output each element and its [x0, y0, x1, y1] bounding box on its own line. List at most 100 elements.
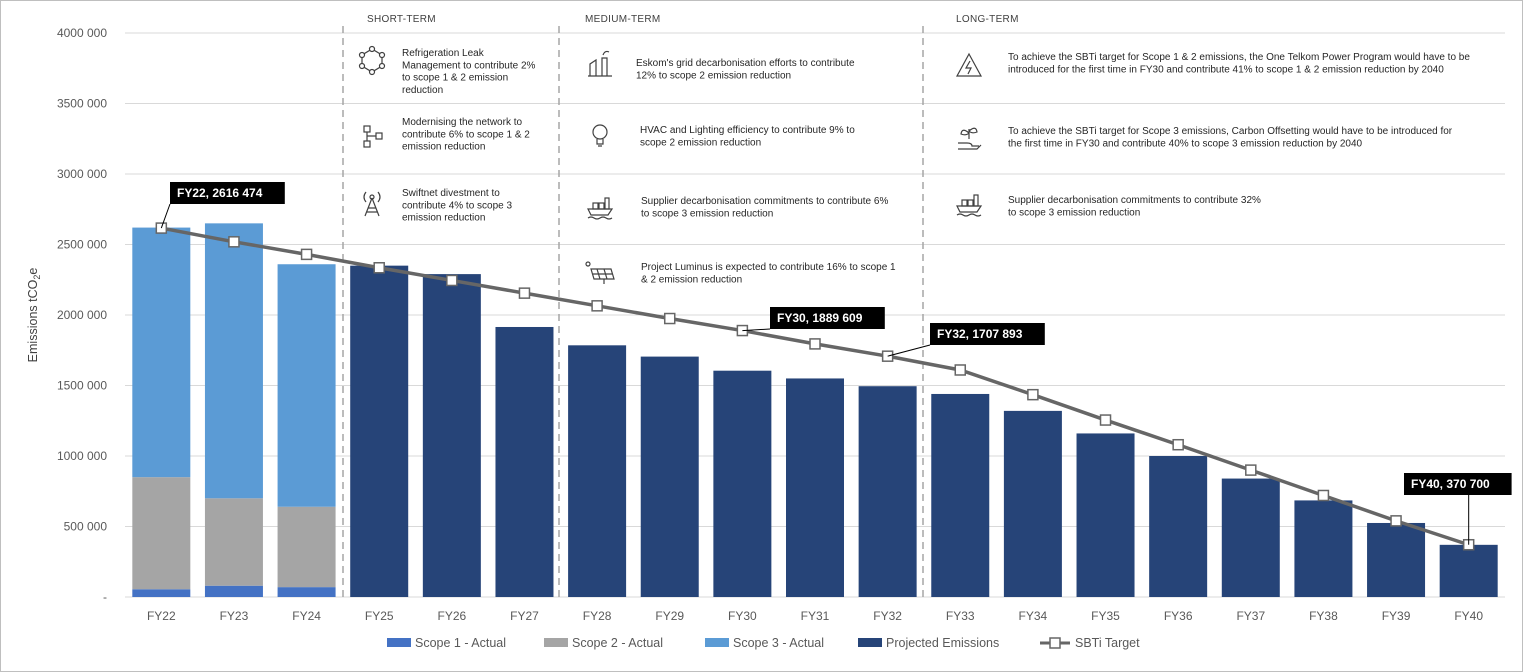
sbti-marker: [300, 248, 313, 261]
legend-swatch: [387, 638, 411, 647]
callout-leader: [742, 328, 771, 332]
sbti-marker: [663, 312, 676, 325]
annotation-text: Management to contribute 2%: [402, 60, 536, 71]
x-tick-label: FY35: [1091, 609, 1120, 623]
legend-swatch: [705, 638, 729, 647]
annotation-text: introduced for the first time in FY30 an…: [1008, 64, 1444, 75]
annotation-text: the first time in FY30 and contribute 40…: [1008, 138, 1363, 149]
sbti-marker: [518, 287, 531, 299]
callout-leader: [160, 203, 171, 229]
sbti-marker: [954, 364, 967, 376]
sbti-marker: [1245, 464, 1257, 476]
callout-label: FY22, 2616 474: [177, 186, 263, 200]
sbti-marker: [1317, 489, 1330, 502]
projected-bar: [422, 274, 481, 597]
x-tick-label: FY29: [655, 609, 684, 623]
projected-bar: [1367, 522, 1426, 597]
y-tick-label: 2500 000: [57, 238, 107, 252]
projected-bar: [350, 265, 409, 597]
callout-box: [930, 323, 1045, 345]
callouts: FY22, 2616 474 FY30, 1889 609 FY32, 1707 8…: [160, 182, 1512, 545]
sbti-marker: [373, 262, 385, 274]
phase-dividers: SHORT-TERM MEDIUM-TERM LONG-TERM: [342, 14, 1018, 597]
x-tick-label: FY27: [510, 609, 539, 623]
x-tick-label: FY40: [1454, 609, 1483, 623]
stacked-bar-segment: [132, 589, 191, 597]
x-tick-label: FY30: [728, 609, 757, 623]
sbti-marker: [1172, 438, 1184, 451]
annotation-text: emission reduction: [402, 142, 485, 153]
x-tick-label: FY31: [801, 609, 830, 623]
annotation-text: scope 2 emission reduction: [640, 137, 761, 148]
annotation-text: reduction: [402, 85, 443, 96]
stacked-bar-segment: [277, 506, 336, 588]
callout-box: [770, 307, 885, 329]
x-tick-label: FY39: [1382, 609, 1411, 623]
x-tick-label: FY22: [147, 609, 176, 623]
power-plant-icon: [588, 50, 612, 77]
stacked-bar-segment: [277, 587, 336, 597]
x-tick-label: FY32: [873, 609, 902, 623]
annotation-text: & 2 emission reduction: [641, 274, 742, 285]
annotation-text: To achieve the SBTi target for Scope 1 &…: [1008, 52, 1470, 63]
projected-bar: [568, 345, 627, 597]
projected-bar: [786, 378, 844, 597]
callout-box: [1404, 473, 1512, 495]
network-icon: [363, 125, 383, 148]
callout-label: FY32, 1707 893: [937, 327, 1023, 341]
annotation-text: to scope 3 emission reduction: [641, 208, 773, 219]
legend-label: Scope 2 - Actual: [572, 636, 663, 650]
sbti-marker: [1099, 414, 1112, 426]
plant-hand-icon: [958, 127, 982, 150]
annotation-text: Refrigeration Leak: [402, 48, 485, 59]
projected-bar: [713, 370, 772, 597]
phase-label: MEDIUM-TERM: [585, 14, 661, 25]
stacked-bar-segment: [204, 585, 263, 597]
callout-leader: [887, 344, 931, 357]
annotation-text: contribute 6% to scope 1 & 2: [402, 129, 530, 140]
stacked-bar-segment: [204, 498, 263, 586]
x-tick-label: FY28: [583, 609, 612, 623]
projected-bar: [1439, 544, 1498, 597]
cargo-ship-icon: [587, 197, 614, 220]
callout-box: [170, 182, 285, 204]
sbti-marker: [446, 274, 458, 287]
sbti-marker: [1027, 388, 1039, 401]
y-tick-label: 3000 000: [57, 167, 107, 181]
stacked-bar-segment: [132, 477, 191, 590]
projected-bar: [1003, 410, 1062, 597]
projected-bar: [1149, 456, 1208, 597]
projected-bar: [1294, 500, 1353, 597]
projected-bar: [495, 326, 554, 597]
x-tick-label: FY37: [1236, 609, 1265, 623]
solar-panel-icon: [585, 261, 615, 284]
light-bulb-icon: [592, 124, 608, 147]
refrigeration-icon: [358, 45, 386, 76]
annotation-text: to scope 3 emission reduction: [1008, 207, 1140, 218]
sbti-marker: [809, 338, 821, 350]
callout-label: FY40, 370 700: [1411, 477, 1490, 491]
x-tick-label: FY33: [946, 609, 975, 623]
y-tick-label: 1500 000: [57, 379, 107, 393]
x-tick-label: FY24: [292, 609, 321, 623]
legend: Scope 1 - Actual Scope 2 - Actual Scope 3 …: [387, 636, 1140, 650]
projected-bar: [931, 393, 990, 597]
x-tick-label: FY23: [220, 609, 249, 623]
annotation-text: Eskom's grid decarbonisation efforts to …: [636, 58, 855, 69]
stacked-bar-segment: [132, 227, 191, 478]
x-tick-label: FY36: [1164, 609, 1193, 623]
y-tick-label: -: [103, 590, 107, 604]
y-tick-label: 2000 000: [57, 308, 107, 322]
lightning-warning-icon: [955, 52, 983, 77]
annotation-text: to scope 1 & 2 emission: [402, 73, 508, 84]
projected-bar: [640, 356, 699, 597]
annotation-text: Swiftnet divestment to: [402, 188, 500, 199]
x-tick-label: FY26: [437, 609, 466, 623]
y-axis-label: Emissions tCO2e: [26, 268, 42, 363]
antenna-tower-icon: [363, 191, 381, 217]
x-tick-label: FY38: [1309, 609, 1338, 623]
sbti-marker: [228, 236, 240, 248]
annotation-text: To achieve the SBTi target for Scope 3 e…: [1008, 126, 1453, 137]
cargo-ship-icon: [956, 194, 983, 217]
